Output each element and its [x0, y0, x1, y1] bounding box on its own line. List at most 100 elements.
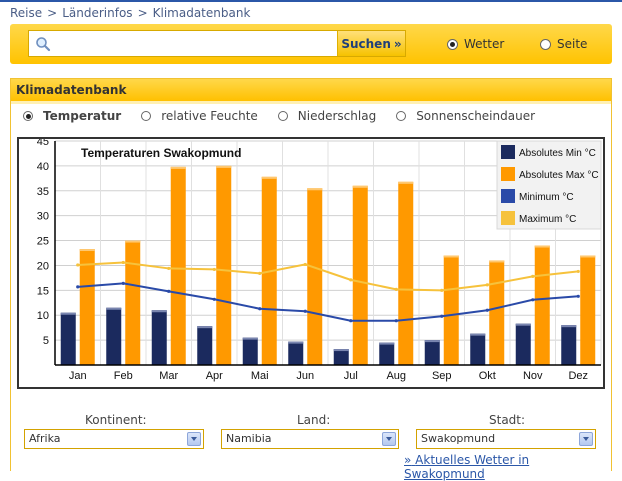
scope-option-wetter[interactable]: Wetter	[447, 37, 504, 51]
bar-cap	[106, 307, 122, 310]
bar-absolutes-min	[515, 323, 531, 365]
continent-select[interactable]: Afrika	[24, 429, 204, 449]
option-label: relative Feuchte	[161, 109, 258, 123]
chart-title: Temperaturen Swakopmund	[81, 146, 241, 160]
breadcrumb-klimadatenbank[interactable]: Klimadatenbank	[152, 6, 251, 20]
search-button-label: Suchen	[341, 36, 391, 51]
line-point	[121, 281, 125, 285]
x-tick-label: Aug	[386, 370, 406, 382]
legend-swatch	[501, 167, 515, 181]
bar-absolutes-min	[242, 337, 258, 365]
line-point	[303, 309, 307, 313]
bar-absolutes-max	[398, 181, 414, 365]
radio-icon	[141, 111, 152, 121]
bar-absolutes-max	[443, 255, 459, 365]
bar-cap	[60, 312, 76, 315]
bar-cap	[242, 337, 258, 340]
panel-divider	[11, 101, 611, 104]
radio-icon	[540, 38, 551, 50]
bar-absolutes-min	[106, 307, 122, 365]
bar-cap	[580, 255, 596, 258]
breadcrumb-reise[interactable]: Reise	[10, 6, 43, 20]
bar-absolutes-max	[580, 255, 596, 365]
line-point	[485, 308, 489, 312]
dropdown-arrow-icon	[187, 432, 201, 446]
option-temperatur[interactable]: Temperatur	[23, 109, 121, 123]
temperature-chart: Temperaturen Swakopmund 5 10 15 20 25 30 35 40 45…	[37, 136, 602, 382]
bar-cap	[333, 349, 349, 352]
country-label: Land:	[297, 413, 331, 427]
y-tick-label: 25	[37, 236, 49, 248]
y-tick-label: 5	[43, 335, 49, 347]
x-tick-label: Jun	[296, 370, 314, 382]
top-accent-line	[0, 0, 622, 2]
city-select[interactable]: Swakopmund	[416, 429, 596, 449]
bar-cap	[443, 255, 459, 258]
current-weather-link[interactable]: » Aktuelles Wetter in Swakopmund	[404, 453, 611, 481]
legend-swatch	[501, 211, 515, 225]
line-point	[576, 294, 580, 298]
bar-cap	[170, 166, 186, 169]
bar-absolutes-min	[424, 340, 440, 365]
bar-absolutes-max	[125, 240, 141, 365]
city-value: Swakopmund	[421, 432, 496, 445]
x-tick-label: Sep	[432, 370, 452, 382]
y-tick-label: 10	[37, 310, 49, 322]
bar-cap	[379, 342, 395, 345]
bar-absolutes-max	[170, 166, 186, 365]
metric-options: Temperatur relative Feuchte Niederschlag…	[23, 109, 547, 123]
panel-title: Klimadatenbank	[11, 79, 611, 101]
bar-cap	[470, 333, 486, 336]
country-value: Namibia	[226, 432, 272, 445]
breadcrumb-laenderinfos[interactable]: Länderinfos	[62, 6, 133, 20]
legend-swatch	[501, 189, 515, 203]
legend-label: Absolutes Max °C	[519, 170, 599, 181]
scope-option-label: Wetter	[464, 37, 505, 51]
search-input[interactable]	[57, 33, 353, 54]
line-point	[121, 260, 125, 265]
x-tick-label: Mai	[251, 370, 269, 382]
country-select[interactable]: Namibia	[221, 429, 399, 449]
line-point	[440, 314, 444, 318]
bar-cap	[125, 240, 141, 243]
option-relative-feuchte[interactable]: relative Feuchte	[141, 109, 258, 123]
bar-absolutes-min	[470, 333, 486, 365]
line-point	[258, 271, 262, 276]
y-tick-label: 20	[37, 260, 49, 272]
line-point	[485, 283, 489, 287]
search-button[interactable]: Suchen »	[337, 31, 405, 56]
bar-cap	[288, 341, 304, 344]
option-niederschlag[interactable]: Niederschlag	[277, 109, 377, 123]
line-minimum	[77, 282, 579, 322]
radio-icon	[23, 111, 33, 121]
option-label: Temperatur	[43, 109, 122, 123]
bar-absolutes-max	[352, 185, 368, 365]
x-tick-label: Mar	[159, 370, 178, 382]
bar-cap	[79, 249, 95, 252]
legend-swatch	[501, 145, 515, 159]
scope-option-seite[interactable]: Seite	[540, 37, 587, 51]
bar-cap	[151, 310, 167, 313]
bar-absolutes-min	[151, 310, 167, 365]
x-tick-label: Jul	[344, 370, 358, 382]
breadcrumb-separator: >	[47, 6, 58, 20]
bar-cap	[489, 260, 505, 263]
search-box: Suchen »	[28, 30, 406, 57]
bar-absolutes-min	[379, 342, 395, 365]
option-label: Sonnenscheindauer	[416, 109, 536, 123]
line-point	[167, 266, 171, 271]
line-point	[167, 289, 171, 293]
search-bar: Suchen » Wetter Seite	[10, 24, 612, 64]
radio-icon	[277, 111, 288, 121]
dropdown-arrow-icon	[382, 432, 396, 446]
line-point	[76, 285, 80, 289]
line-maximum	[77, 261, 579, 292]
line-point	[394, 287, 398, 291]
bar-cap	[261, 176, 277, 179]
bar-cap	[197, 326, 213, 329]
option-label: Niederschlag	[297, 109, 377, 123]
y-tick-label: 45	[37, 139, 49, 148]
bar-absolutes-min	[288, 341, 304, 365]
option-sonnenscheindauer[interactable]: Sonnenscheindauer	[396, 109, 535, 123]
legend-label: Maximum °C	[519, 214, 576, 225]
